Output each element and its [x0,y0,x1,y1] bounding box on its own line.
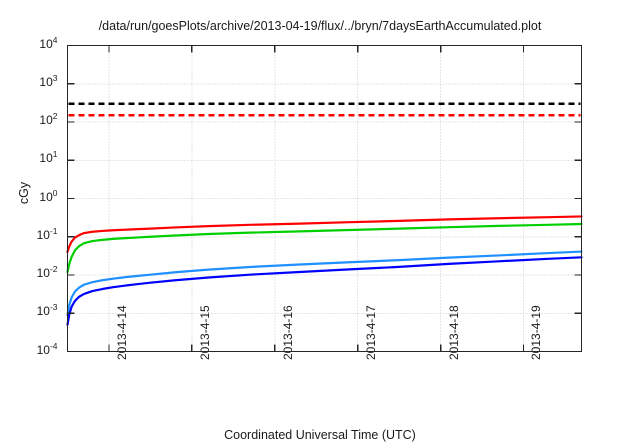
y-tick-label: 10-1 [36,225,58,242]
series-line [66,250,583,317]
gridlines [67,45,582,352]
x-axis-label: Coordinated Universal Time (UTC) [224,428,416,442]
y-tick-label: 102 [39,111,58,127]
threshold-lines [68,102,581,117]
series-line [66,222,583,274]
y-tick-label: 104 [39,34,58,51]
series-line [66,215,583,254]
series-line [66,256,583,326]
axes-frame [66,44,583,353]
y-tick-label: 10-3 [36,302,58,319]
chart-title: /data/run/goesPlots/archive/2013-04-19/f… [98,19,542,33]
y-tick-label: 10-2 [36,264,58,280]
y-tick-label: 100 [39,187,58,204]
y-tick-label: 10-4 [36,340,58,357]
y-tick-label: 101 [39,149,58,166]
y-tick-label: 103 [39,72,58,89]
data-series [66,215,583,326]
plot-frame [66,44,583,353]
